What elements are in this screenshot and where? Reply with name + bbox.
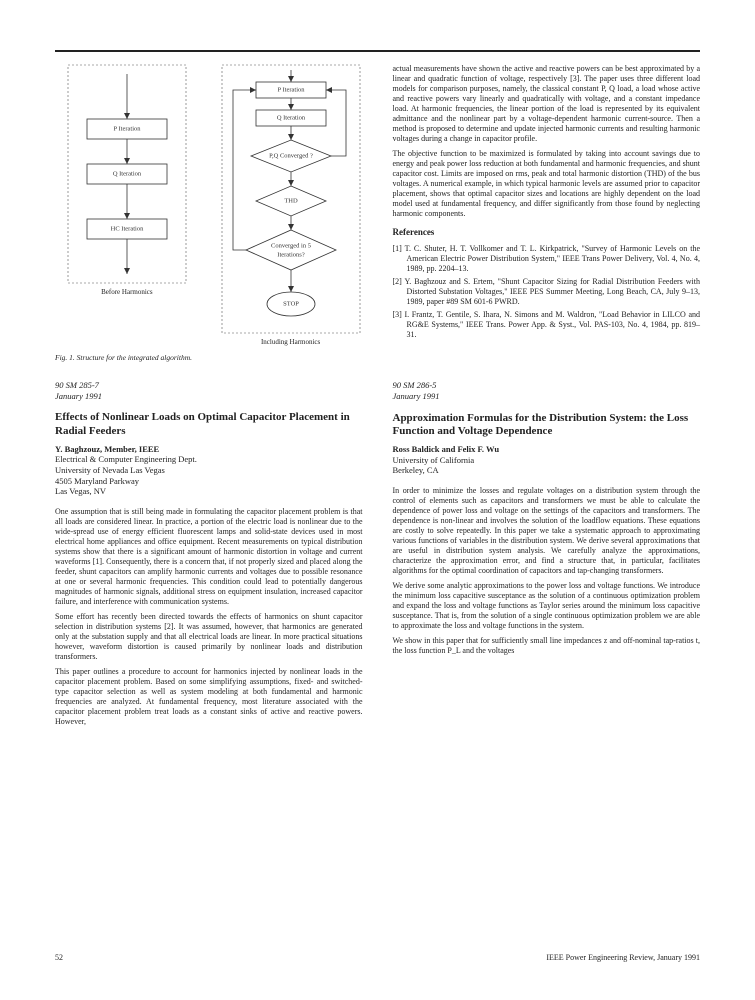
rdiamond-conv1: Converged in 5	[271, 242, 311, 249]
rdiamond-conv2: Iterations?	[277, 251, 305, 258]
reference-item: [1] T. C. Shuter, H. T. Vollkomer and T.…	[393, 244, 701, 274]
paper2-id2: January 1991	[393, 391, 440, 401]
reference-item: [3] I. Frantz, T. Gentile, S. Ihara, N. …	[393, 310, 701, 340]
paper1-para1: One assumption that is still being made …	[55, 507, 363, 607]
rbox-q: Q Iteration	[276, 114, 305, 121]
reference-item: [2] Y. Baghzouz and S. Ertem, "Shunt Cap…	[393, 277, 701, 307]
paper1-id2: January 1991	[55, 391, 102, 401]
left-column: P Iteration Q Iteration HC Iteration Bef…	[55, 64, 363, 732]
affil-line: Las Vegas, NV	[55, 486, 106, 496]
box-hc: HC Iteration	[111, 225, 144, 232]
page: P Iteration Q Iteration HC Iteration Bef…	[0, 0, 755, 762]
flow-right: P Iteration Q Iteration P,Q Converged ? …	[219, 64, 363, 347]
stop-oval: STOP	[283, 300, 299, 307]
affil-line: 4505 Maryland Parkway	[55, 476, 139, 486]
rdiamond-pq: P,Q Converged ?	[269, 152, 313, 159]
paper2-id1: 90 SM 286-5	[393, 380, 437, 390]
affil-line: University of Nevada Las Vegas	[55, 465, 165, 475]
rdiamond-thd: THD	[284, 197, 298, 204]
paper2-para1: In order to minimize the losses and regu…	[393, 486, 701, 576]
paper1-para3: This paper outlines a procedure to accou…	[55, 667, 363, 727]
references-heading: References	[393, 227, 701, 238]
figure-caption: Fig. 1. Structure for the integrated alg…	[55, 353, 363, 362]
paper2-affil: University of California Berkeley, CA	[393, 455, 701, 476]
paper2-para2: We derive some analytic approximations t…	[393, 581, 701, 631]
rbox-p: P Iteration	[277, 86, 305, 93]
paper1-para2: Some effort has recently been directed t…	[55, 612, 363, 662]
flow-right-svg: P Iteration Q Iteration P,Q Converged ? …	[221, 64, 361, 334]
page-footer: 52 IEEE Power Engineering Review, Januar…	[55, 953, 700, 962]
box-p: P Iteration	[113, 125, 141, 132]
paper1-id1: 90 SM 285-7	[55, 380, 99, 390]
paper2-id: 90 SM 286-5 January 1991	[393, 380, 701, 401]
flow-left-svg: P Iteration Q Iteration HC Iteration	[67, 64, 187, 284]
right-column: actual measurements have shown the activ…	[393, 64, 701, 732]
flowchart-figure: P Iteration Q Iteration HC Iteration Bef…	[55, 64, 363, 347]
paper1-id: 90 SM 285-7 January 1991	[55, 380, 363, 401]
flow-left: P Iteration Q Iteration HC Iteration Bef…	[55, 64, 199, 347]
paper2-title: Approximation Formulas for the Distribut…	[393, 412, 701, 438]
flow-right-label: Including Harmonics	[261, 338, 320, 347]
box-q: Q Iteration	[113, 170, 142, 177]
paper1-author: Y. Baghzouz, Member, IEEE	[55, 444, 363, 455]
columns: P Iteration Q Iteration HC Iteration Bef…	[55, 64, 700, 732]
affil-line: Berkeley, CA	[393, 465, 439, 475]
cont-para2: The objective function to be maximized i…	[393, 149, 701, 219]
journal-line: IEEE Power Engineering Review, January 1…	[546, 953, 700, 962]
page-number: 52	[55, 953, 63, 962]
affil-line: Electrical & Computer Engineering Dept.	[55, 454, 197, 464]
affil-line: University of California	[393, 455, 475, 465]
flow-left-label: Before Harmonics	[101, 288, 153, 297]
cont-para1: actual measurements have shown the activ…	[393, 64, 701, 144]
paper2-para3: We show in this paper that for sufficien…	[393, 636, 701, 656]
paper2-author: Ross Baldick and Felix F. Wu	[393, 444, 701, 455]
top-rule	[55, 50, 700, 52]
paper1-affil: Electrical & Computer Engineering Dept. …	[55, 454, 363, 497]
paper1-title: Effects of Nonlinear Loads on Optimal Ca…	[55, 411, 363, 437]
